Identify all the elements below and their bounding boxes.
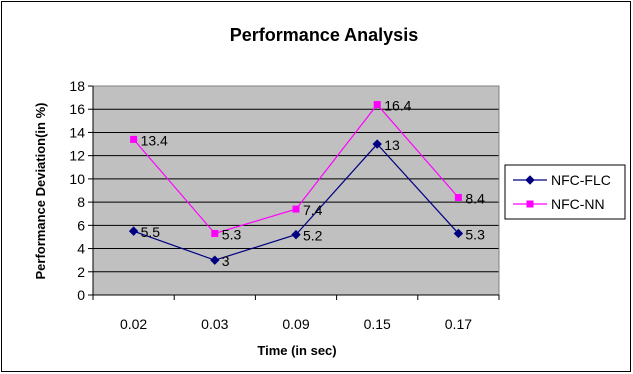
data-label-nfc-nn: 16.4 [384, 98, 411, 114]
legend-label-nfc-nn: NFC-NN [551, 196, 605, 212]
data-point-nfc-nn [130, 135, 138, 143]
data-label-nfc-flc: 3 [222, 253, 230, 269]
legend: NFC-FLC NFC-NN [504, 164, 626, 220]
data-label-nfc-flc: 13 [384, 137, 400, 153]
data-label-nfc-nn: 5.3 [222, 226, 242, 242]
data-label-nfc-nn: 8.4 [465, 190, 485, 206]
y-axis-label: Performance Deviation(in %) [33, 103, 48, 280]
data-point-nfc-nn [454, 193, 462, 201]
x-tick-label: 0.17 [445, 316, 472, 332]
y-tick-label: 4 [77, 241, 85, 257]
data-point-nfc-nn [211, 229, 219, 237]
x-tick-label: 0.15 [364, 316, 391, 332]
x-tick-label: 0.03 [201, 316, 228, 332]
data-point-nfc-flc [291, 229, 301, 240]
y-tick-label: 6 [77, 217, 85, 233]
y-tick-label: 8 [77, 194, 85, 210]
y-tick-label: 18 [69, 78, 85, 94]
tick-labels: 0 2 4 6 8 10 12 14 16 18 0.02 0.03 0.09 0.15 0.17 [69, 78, 472, 332]
data-label-nfc-nn: 13.4 [141, 132, 168, 148]
chart-title: Performance Analysis [230, 25, 418, 45]
plot-background [93, 86, 499, 295]
x-tick-label: 0.02 [120, 316, 147, 332]
data-point-nfc-flc [453, 228, 464, 239]
data-point-nfc-nn [292, 205, 300, 213]
legend-box [504, 164, 626, 220]
x-axis-label: Time (in sec) [257, 343, 336, 358]
y-tick-label: 0 [77, 287, 85, 303]
legend-label-nfc-flc: NFC-FLC [551, 172, 611, 188]
plot-area [88, 85, 500, 300]
y-tick-label: 2 [77, 264, 85, 280]
x-tick-label: 0.09 [282, 316, 309, 332]
data-point-nfc-flc [128, 226, 139, 236]
legend-marker-nfc-flc [525, 175, 535, 185]
data-label-nfc-nn: 7.4 [303, 202, 323, 218]
data-label-nfc-flc: 5.5 [141, 224, 161, 240]
y-tick-label: 16 [69, 101, 85, 117]
data-point-nfc-nn [373, 101, 381, 109]
y-tick-label: 14 [69, 124, 85, 140]
data-point-nfc-flc [210, 255, 220, 265]
y-tick-label: 10 [69, 171, 85, 187]
y-tick-label: 12 [69, 148, 85, 164]
series-layer: 5.5 3 5.2 13 5.3 13.4 5.3 7.4 16.4 8.4 [128, 98, 485, 269]
data-point-nfc-flc [372, 139, 382, 149]
legend-marker-nfc-nn [526, 200, 534, 208]
data-label-nfc-flc: 5.3 [465, 226, 485, 242]
data-label-nfc-flc: 5.2 [303, 228, 323, 244]
